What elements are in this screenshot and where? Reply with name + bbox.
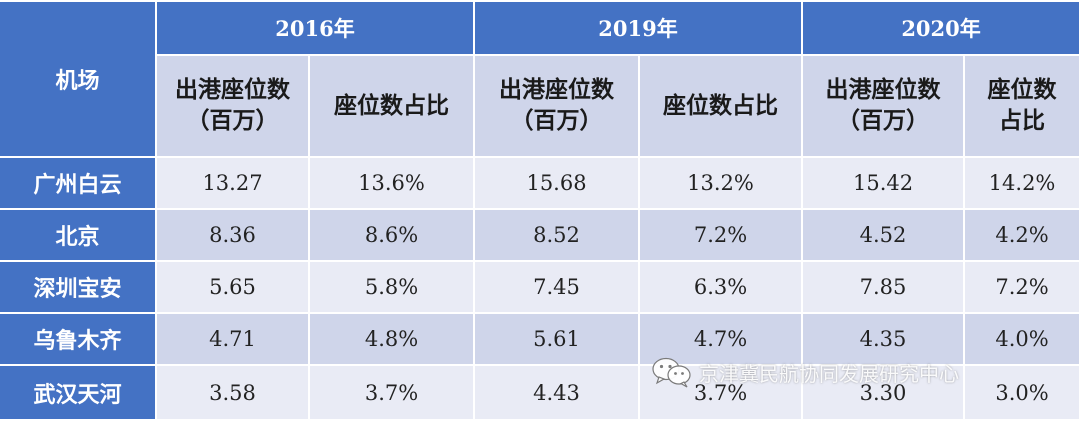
table-cell: 4.71 bbox=[155, 312, 310, 366]
table-cell: 13.6% bbox=[307, 156, 476, 210]
table-cell: 7.2% bbox=[963, 260, 1080, 314]
table-cell: 7.45 bbox=[473, 260, 641, 314]
table-cell: 13.27 bbox=[155, 156, 310, 210]
table-row: 北京 8.36 8.6% 8.52 7.2% 4.52 4.2% bbox=[0, 208, 1080, 262]
table-cell: 4.35 bbox=[801, 312, 966, 366]
table-cell: 13.2% bbox=[638, 156, 804, 210]
table-cell: 3.0% bbox=[963, 364, 1080, 421]
table-cell: 6.3% bbox=[638, 260, 804, 314]
table-cell: 4.52 bbox=[801, 208, 966, 262]
table-row: 乌鲁木齐 4.71 4.8% 5.61 4.7% 4.35 4.0% bbox=[0, 312, 1080, 366]
table-row: 深圳宝安 5.65 5.8% 7.45 6.3% 7.85 7.2% bbox=[0, 260, 1080, 314]
table-cell: 5.61 bbox=[473, 312, 641, 366]
airport-name: 武汉天河 bbox=[0, 364, 157, 421]
table-cell: 3.7% bbox=[307, 364, 476, 421]
airport-name: 深圳宝安 bbox=[0, 260, 157, 314]
sub-header-share-2020: 座位数 占比 bbox=[963, 54, 1080, 158]
table-cell: 8.6% bbox=[307, 208, 476, 262]
table-cell: 3.7% bbox=[638, 364, 804, 421]
sub-header-seats-2019: 出港座位数 （百万） bbox=[473, 54, 641, 158]
table-cell: 7.2% bbox=[638, 208, 804, 262]
table-cell: 4.2% bbox=[963, 208, 1080, 262]
year-header-2019: 2019年 bbox=[473, 0, 804, 56]
table-cell: 8.52 bbox=[473, 208, 641, 262]
table-cell: 5.8% bbox=[307, 260, 476, 314]
sub-header-seats-2020: 出港座位数 （百万） bbox=[801, 54, 966, 158]
table-cell: 15.68 bbox=[473, 156, 641, 210]
table-cell: 5.65 bbox=[155, 260, 310, 314]
airport-column-header: 机场 bbox=[0, 0, 157, 158]
table-cell: 8.36 bbox=[155, 208, 310, 262]
year-header-2016: 2016年 bbox=[154, 0, 476, 56]
table-cell: 4.8% bbox=[307, 312, 476, 366]
table-cell: 4.0% bbox=[963, 312, 1080, 366]
table-cell: 4.7% bbox=[638, 312, 804, 366]
table-cell: 14.2% bbox=[963, 156, 1080, 210]
table-cell: 3.30 bbox=[801, 364, 966, 421]
table-cell: 7.85 bbox=[801, 260, 966, 314]
airport-name: 北京 bbox=[0, 208, 157, 262]
table-row: 广州白云 13.27 13.6% 15.68 13.2% 15.42 14.2% bbox=[0, 156, 1080, 210]
airport-name: 乌鲁木齐 bbox=[0, 312, 157, 366]
table-cell: 15.42 bbox=[801, 156, 966, 210]
airport-name: 广州白云 bbox=[0, 156, 157, 210]
sub-header-seats-2016: 出港座位数 （百万） bbox=[155, 54, 310, 158]
year-header-2020: 2020年 bbox=[801, 0, 1080, 56]
sub-header-share-2019: 座位数占比 bbox=[638, 54, 804, 158]
table-cell: 4.43 bbox=[473, 364, 641, 421]
table-row: 武汉天河 3.58 3.7% 4.43 3.7% 3.30 3.0% bbox=[0, 364, 1080, 421]
table-cell: 3.58 bbox=[155, 364, 310, 421]
sub-header-share-2016: 座位数占比 bbox=[307, 54, 476, 158]
